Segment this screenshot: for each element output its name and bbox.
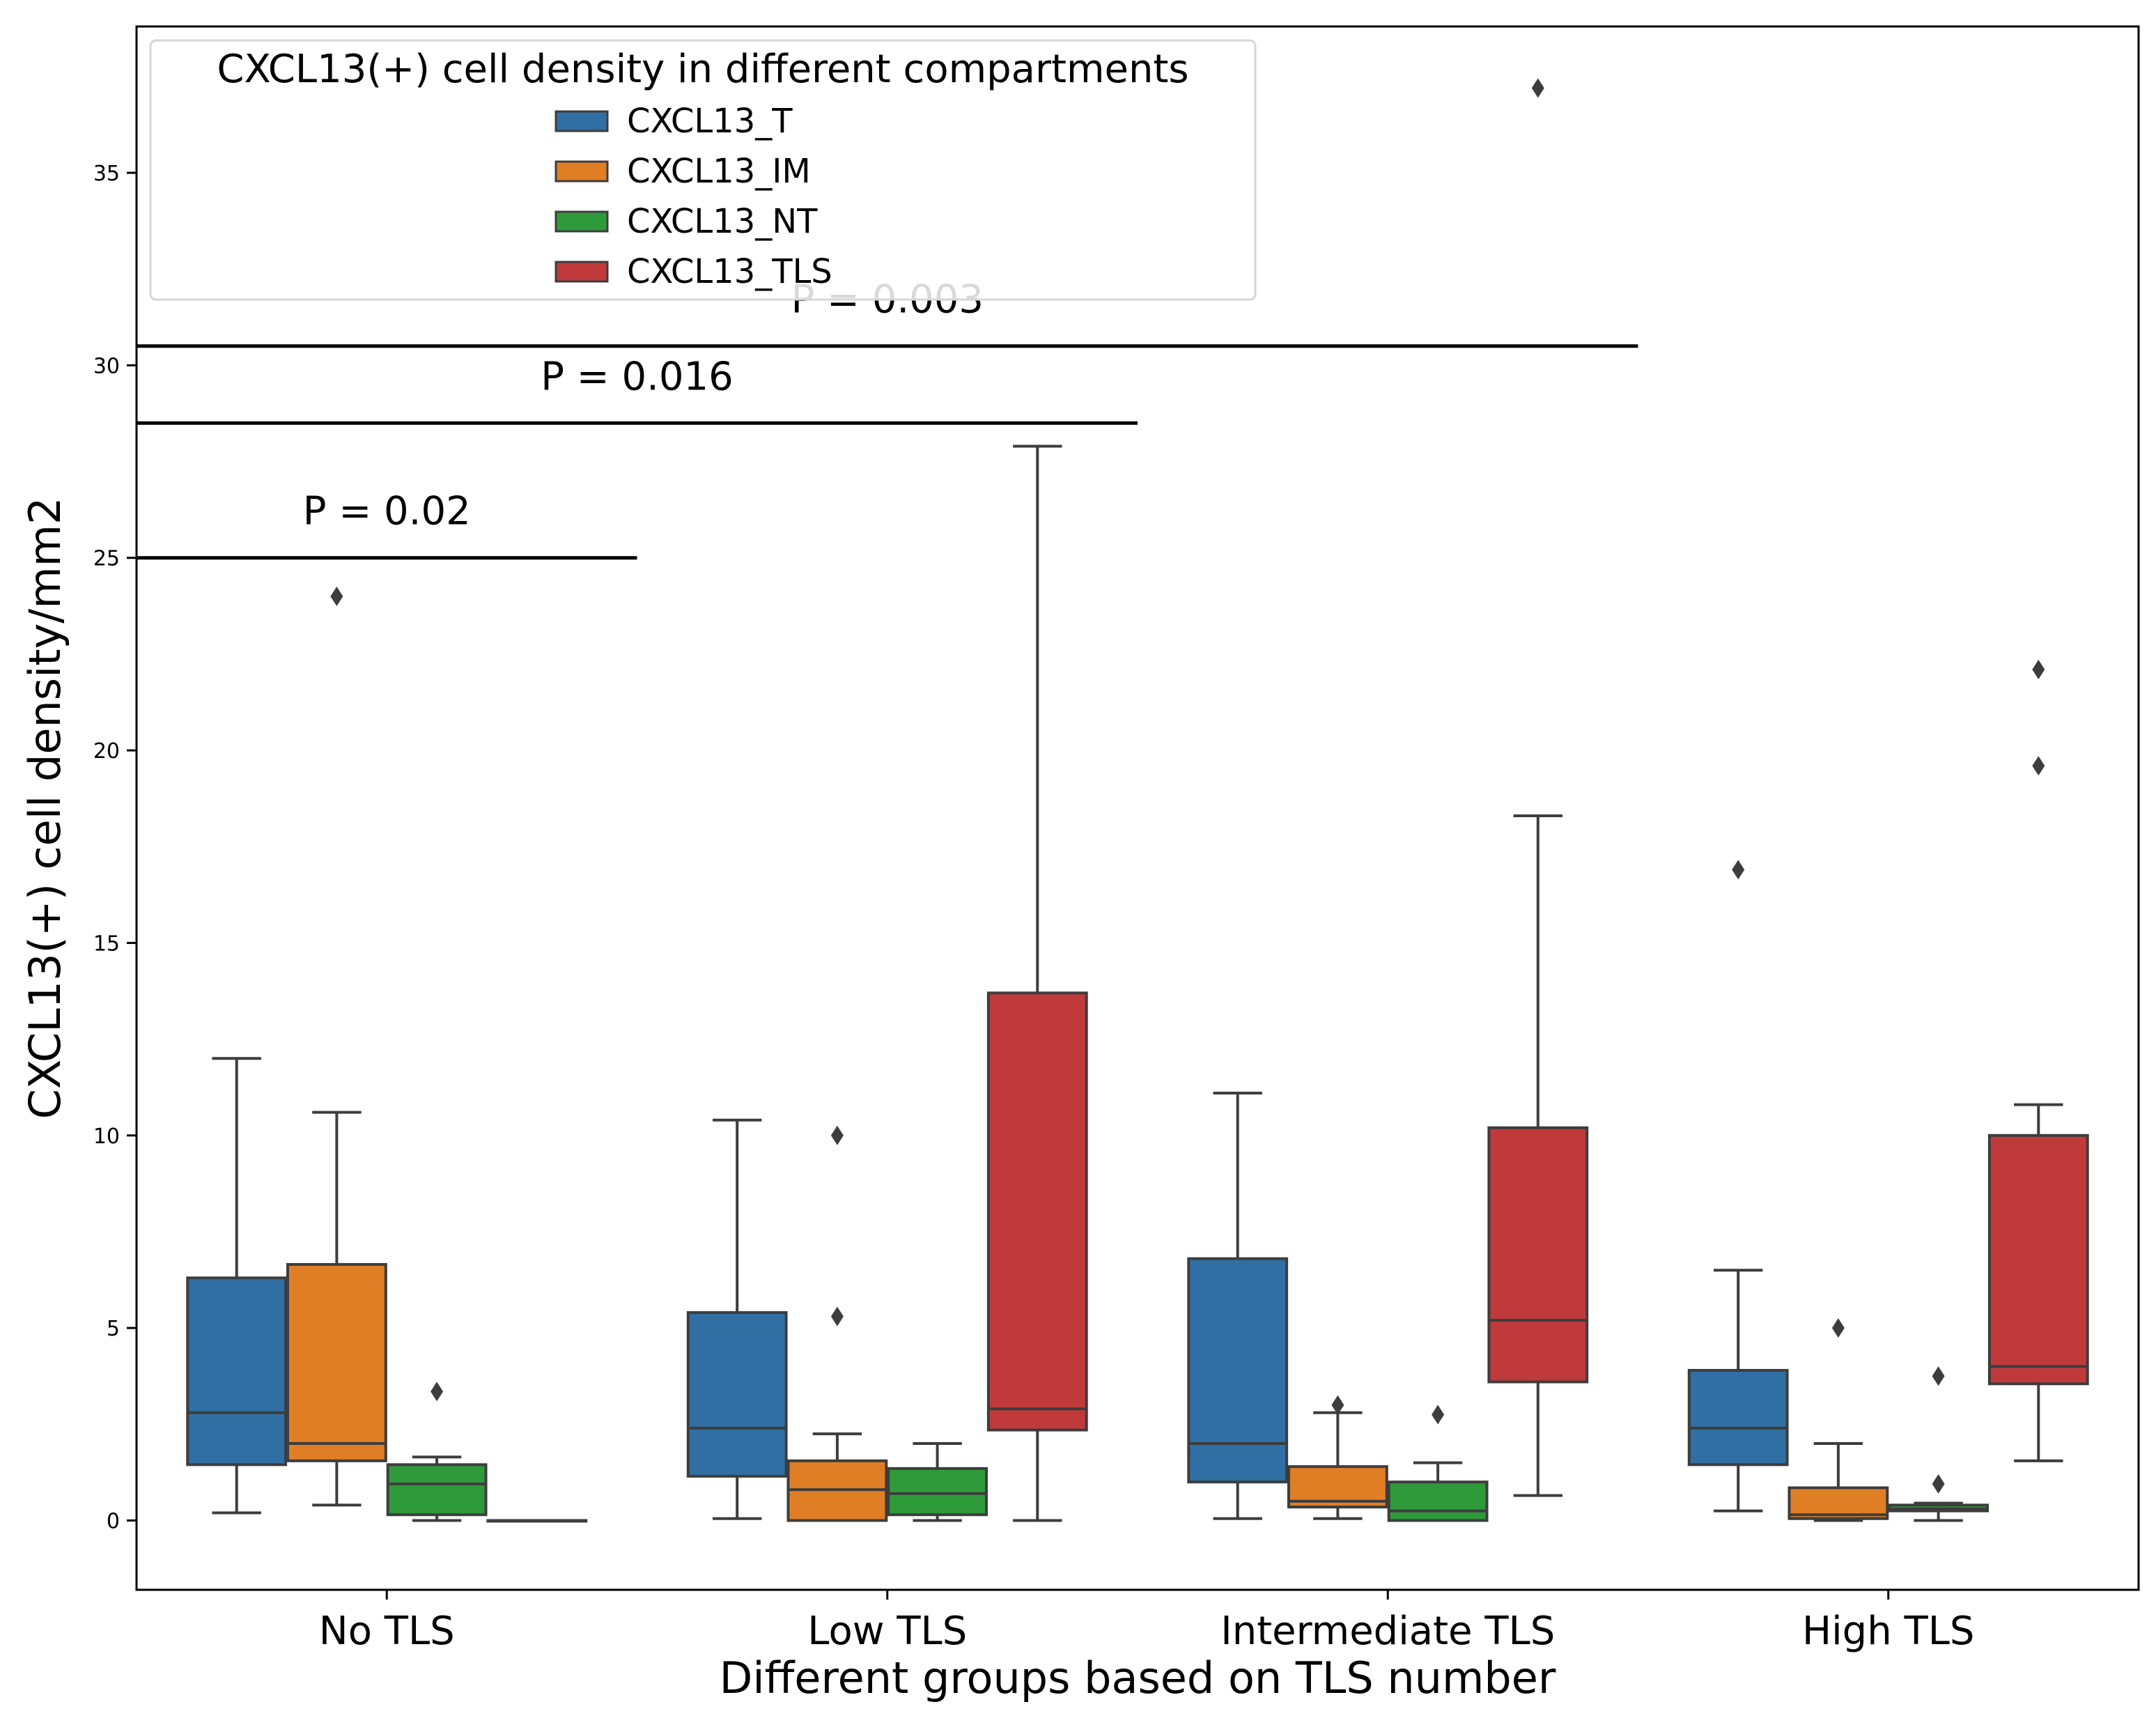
box-body xyxy=(1487,1126,1589,1384)
p-value-label: P = 0.02 xyxy=(303,489,471,534)
x-tick-label: High TLS xyxy=(1802,1609,1974,1654)
box-CXCL13_NT-no-tls xyxy=(386,1382,488,1522)
outlier-point xyxy=(1432,1404,1445,1425)
legend-entries: CXCL13_T CXCL13_IM CXCL13_NT CXCL13_TLS xyxy=(554,102,832,291)
outlier-point xyxy=(830,1125,844,1145)
legend-swatch xyxy=(554,210,609,233)
outlier-point xyxy=(2032,756,2045,776)
y-tick-label: 30 xyxy=(93,354,120,378)
box-body xyxy=(186,1276,288,1467)
box-CXCL13_T-intermediate-tls xyxy=(1187,1092,1289,1520)
legend-label: CXCL13_TLS xyxy=(627,252,832,291)
y-tick-label: 15 xyxy=(93,931,120,956)
outlier-point xyxy=(1831,1318,1845,1338)
y-tick-label: 0 xyxy=(107,1510,120,1534)
x-axis-label: Different groups based on TLS number xyxy=(720,1653,1556,1703)
legend: CXCL13(+) cell density in different comp… xyxy=(149,39,1257,301)
outlier-point xyxy=(1331,1395,1344,1415)
box-CXCL13_TLS-high-tls xyxy=(1987,660,2089,1462)
box-body xyxy=(1987,1133,2089,1386)
box-CXCL13_T-low-tls xyxy=(686,1118,788,1520)
legend-swatch xyxy=(554,261,609,283)
y-tick-label: 25 xyxy=(93,547,120,571)
x-tick-label: No TLS xyxy=(319,1609,455,1654)
p-value-label: P = 0.016 xyxy=(541,354,734,399)
box-body xyxy=(1187,1257,1289,1484)
y-axis-label: CXCL13(+) cell density/mm2 xyxy=(20,497,70,1120)
box-CXCL13_TLS-low-tls xyxy=(986,444,1088,1522)
legend-label: CXCL13_NT xyxy=(627,202,818,241)
legend-label: CXCL13_T xyxy=(627,102,793,141)
outlier-point xyxy=(1932,1474,1945,1494)
outlier-point xyxy=(330,587,343,607)
box-body xyxy=(286,1262,387,1462)
box-CXCL13_T-high-tls xyxy=(1687,860,1789,1512)
y-tick-label: 20 xyxy=(93,739,120,764)
legend-label: CXCL13_IM xyxy=(627,152,811,191)
box-CXCL13_NT-high-tls xyxy=(1888,1366,1990,1522)
outlier-point xyxy=(1932,1366,1945,1386)
box-CXCL13_TLS-no-tls xyxy=(486,1519,588,1523)
box-CXCL13_T-no-tls xyxy=(186,1057,288,1515)
box-body xyxy=(686,1311,788,1478)
box-CXCL13_NT-low-tls xyxy=(887,1441,988,1522)
y-tick-label: 35 xyxy=(93,162,120,186)
x-axis: No TLS Low TLS Intermediate TLS High TLS xyxy=(319,1590,1974,1654)
box-body xyxy=(986,991,1088,1432)
boxes-layer xyxy=(186,78,2089,1523)
outlier-point xyxy=(830,1306,844,1326)
outlier-point xyxy=(1531,78,1544,98)
box-CXCL13_TLS-intermediate-tls xyxy=(1487,78,1589,1497)
outlier-point xyxy=(2032,660,2045,680)
box-CXCL13_IM-low-tls xyxy=(786,1125,888,1522)
outlier-point xyxy=(1732,860,1745,880)
box-CXCL13_IM-intermediate-tls xyxy=(1287,1395,1388,1520)
box-body xyxy=(1387,1480,1489,1522)
box-CXCL13_IM-high-tls xyxy=(1787,1318,1889,1522)
x-tick-label: Intermediate TLS xyxy=(1220,1609,1555,1654)
box-body xyxy=(887,1467,988,1517)
y-axis: 0 5 10 15 20 25 30 35 xyxy=(93,162,137,1534)
legend-title: CXCL13(+) cell density in different comp… xyxy=(217,47,1188,92)
legend-frame xyxy=(149,39,1257,301)
box-body xyxy=(386,1463,488,1517)
box-CXCL13_NT-intermediate-tls xyxy=(1387,1404,1489,1522)
x-tick-label: Low TLS xyxy=(807,1609,967,1654)
legend-swatch xyxy=(554,110,609,132)
y-tick-label: 5 xyxy=(107,1317,120,1341)
legend-swatch xyxy=(554,160,609,183)
y-tick-label: 10 xyxy=(93,1124,120,1149)
box-CXCL13_IM-no-tls xyxy=(286,587,387,1507)
outlier-point xyxy=(431,1382,444,1402)
box-body xyxy=(1687,1368,1789,1467)
